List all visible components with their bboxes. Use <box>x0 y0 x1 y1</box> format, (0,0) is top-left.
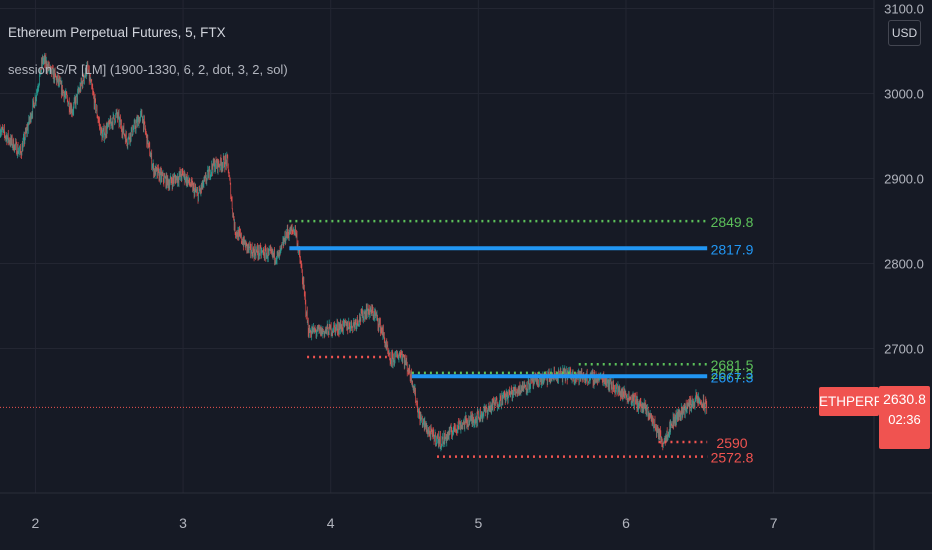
last-price-badge: 2630.8 02:36 <box>879 386 930 449</box>
price-axis[interactable]: 3100.0 3000.0 2900.0 2800.0 2700.0 <box>884 2 924 357</box>
chart-title: Ethereum Perpetual Futures, 5, FTX <box>8 25 226 40</box>
candlestick-series <box>0 52 708 452</box>
time-axis[interactable]: 2 3 4 5 6 7 <box>32 515 778 531</box>
level-price-label: 2681.5 <box>711 357 754 373</box>
last-price-value: 2630.8 <box>883 391 926 407</box>
level-price-label: 2572.8 <box>711 450 754 466</box>
time-tick-label: 2 <box>32 515 40 531</box>
time-tick-label: 6 <box>622 515 630 531</box>
level-price-label: 2671.3 <box>711 366 754 382</box>
level-price-label: 2849.8 <box>711 214 754 230</box>
time-tick-label: 4 <box>327 515 335 531</box>
price-tick-label: 3100.0 <box>884 2 924 17</box>
level-price-label: 2590 <box>716 435 747 451</box>
symbol-badge: ETHPERP <box>819 387 883 416</box>
price-tick-label: 3000.0 <box>884 87 924 102</box>
price-tick-label: 2700.0 <box>884 342 924 357</box>
support-resistance-levels <box>289 219 708 458</box>
price-tick-label: 2900.0 <box>884 172 924 187</box>
level-price-label: 2667.3 <box>711 369 754 385</box>
currency-button[interactable]: USD <box>888 20 921 46</box>
time-tick-label: 7 <box>770 515 778 531</box>
chart-grid <box>0 0 874 493</box>
price-tick-label: 2800.0 <box>884 257 924 272</box>
indicator-legend[interactable]: session S/R [LM] (1900-1330, 6, 2, dot, … <box>8 62 288 77</box>
time-tick-label: 5 <box>474 515 482 531</box>
level-price-label: 2817.9 <box>711 241 754 257</box>
time-tick-label: 3 <box>179 515 187 531</box>
bar-countdown: 02:36 <box>888 412 921 427</box>
